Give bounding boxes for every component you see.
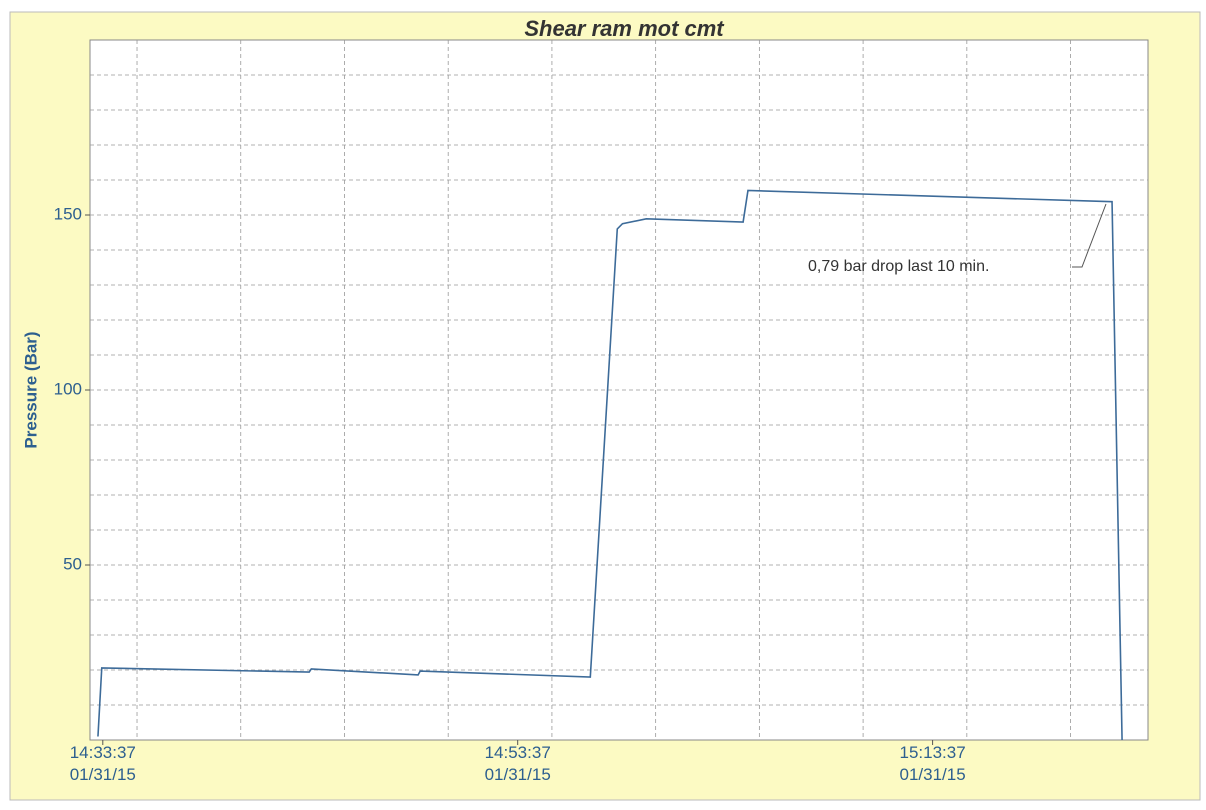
- data-line: [97, 189, 1123, 741]
- y-axis-label: Pressure (Bar): [21, 331, 40, 448]
- y-tick-label: 150: [54, 204, 82, 223]
- y-tick-label: 50: [63, 554, 82, 573]
- chart-title: Shear ram mot cmt: [524, 16, 725, 41]
- x-tick-label-line: 14:53:37: [485, 743, 551, 762]
- x-tick-label-line: 01/31/15: [70, 765, 136, 784]
- annotation-leader: [1072, 203, 1107, 268]
- x-tick-label: 14:53:37 01/31/15: [485, 743, 551, 784]
- x-tick-label-line: 15:13:37: [900, 743, 966, 762]
- y-tick-label: 100: [54, 379, 82, 398]
- x-tick-label-line: 01/31/15: [900, 765, 966, 784]
- annotation: 0,79 bar drop last 10 min.: [808, 258, 989, 275]
- x-tick-label: 14:33:37 01/31/15: [70, 743, 136, 784]
- x-tick-label-line: 14:33:37: [70, 743, 136, 762]
- x-tick-label-line: 01/31/15: [485, 765, 551, 784]
- x-tick-label: 15:13:37 01/31/15: [900, 743, 966, 784]
